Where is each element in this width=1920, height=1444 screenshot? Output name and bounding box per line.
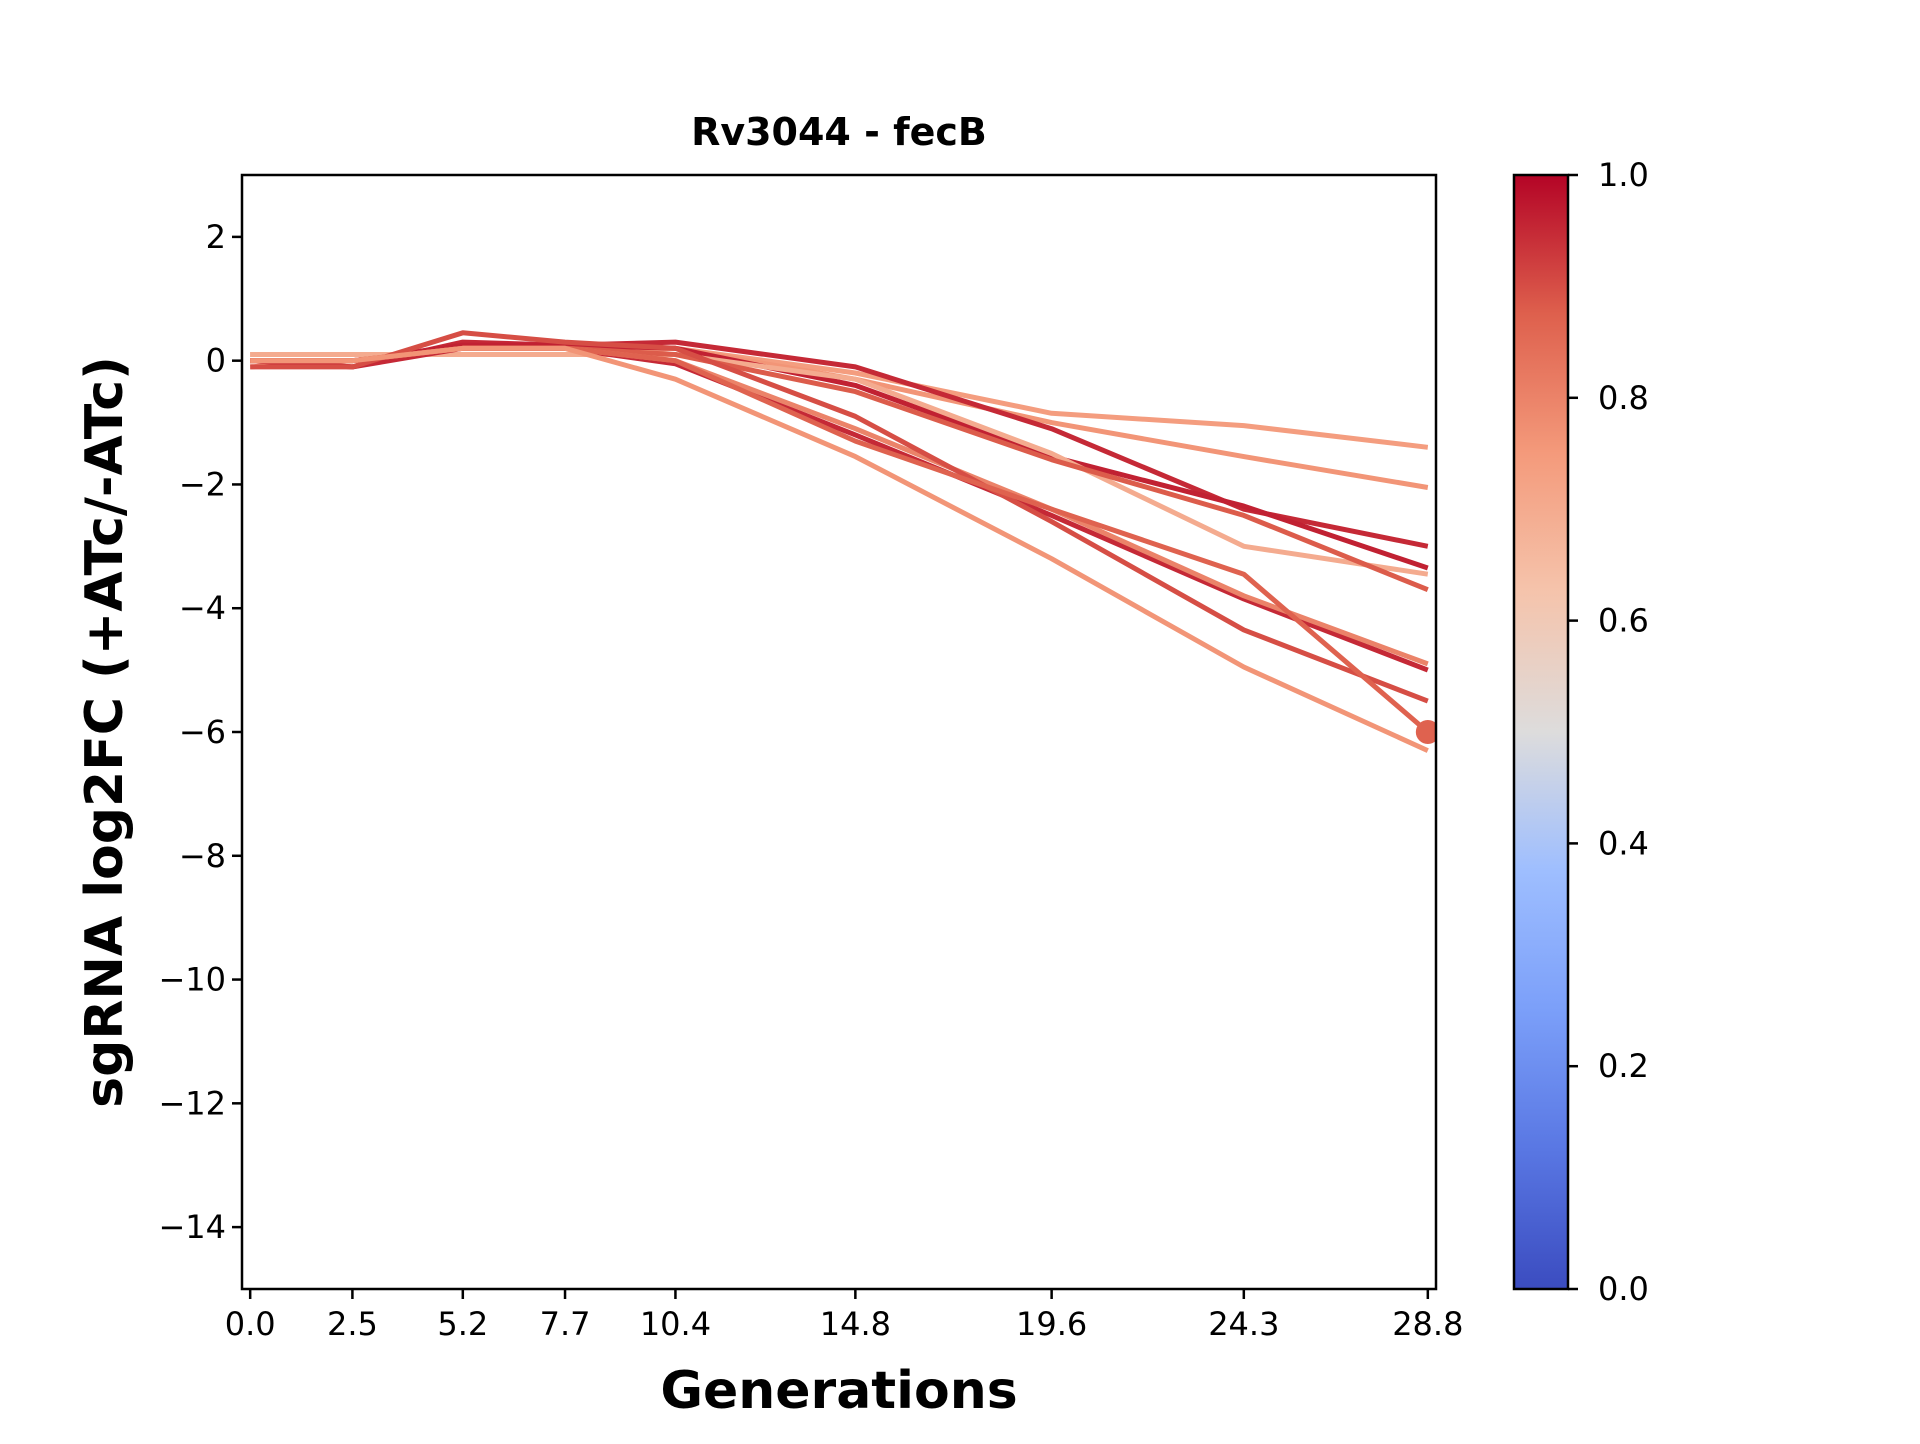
- x-tick-label: 5.2: [437, 1305, 488, 1343]
- series-line-7: [250, 345, 1429, 673]
- y-tick-label: −2: [179, 465, 226, 503]
- y-axis-label: sgRNA log2FC (+ATc/-ATc): [75, 356, 135, 1108]
- x-tick-label: 14.8: [820, 1305, 891, 1343]
- colorbar-tick-label: 1.0: [1598, 156, 1649, 194]
- colorbar: [1512, 173, 1570, 1291]
- colorbar-tick-label: 0.4: [1598, 824, 1649, 862]
- y-tick-label: −12: [158, 1084, 226, 1122]
- y-tick-label: −6: [179, 713, 226, 751]
- x-tick-label: 10.4: [640, 1305, 711, 1343]
- x-tick-label: 24.3: [1208, 1305, 1279, 1343]
- y-tick-label: −8: [179, 837, 226, 875]
- y-tick-label: −10: [158, 961, 226, 999]
- y-tick-label: −14: [158, 1208, 226, 1246]
- colorbar-tick-label: 0.8: [1598, 379, 1649, 417]
- x-tick-label: 0.0: [225, 1305, 276, 1343]
- y-tick-label: 2: [206, 218, 226, 256]
- series-layer: [250, 330, 1436, 753]
- colorbar-tick-label: 0.0: [1598, 1270, 1649, 1308]
- series-line-11: [250, 345, 1429, 753]
- x-axis-label: Generations: [660, 1361, 1017, 1421]
- colorbar-tick-label: 0.2: [1598, 1047, 1649, 1085]
- chart-title: Rv3044 - fecB: [691, 110, 987, 154]
- series-end-marker: [1415, 720, 1436, 744]
- y-tick-label: −4: [179, 589, 226, 627]
- y-tick-label: 0: [206, 342, 226, 380]
- y-axis: 2 0 −2 −4 −6 −8 −10 −12 −14: [158, 218, 242, 1246]
- colorbar-ticks: 0.0 0.2 0.4 0.6 0.8 1.0: [1568, 156, 1649, 1308]
- plot-frame: [240, 173, 1438, 1291]
- x-tick-label: 2.5: [327, 1305, 378, 1343]
- x-tick-label: 7.7: [540, 1305, 591, 1343]
- x-tick-label: 28.8: [1392, 1305, 1463, 1343]
- x-axis: 0.0 2.5 5.2 7.7 10.4 14.8 19.6 24.3 28.8: [225, 1289, 1463, 1343]
- series-line-10: [250, 345, 1430, 734]
- x-tick-label: 19.6: [1016, 1305, 1087, 1343]
- colorbar-tick-label: 0.6: [1598, 602, 1649, 640]
